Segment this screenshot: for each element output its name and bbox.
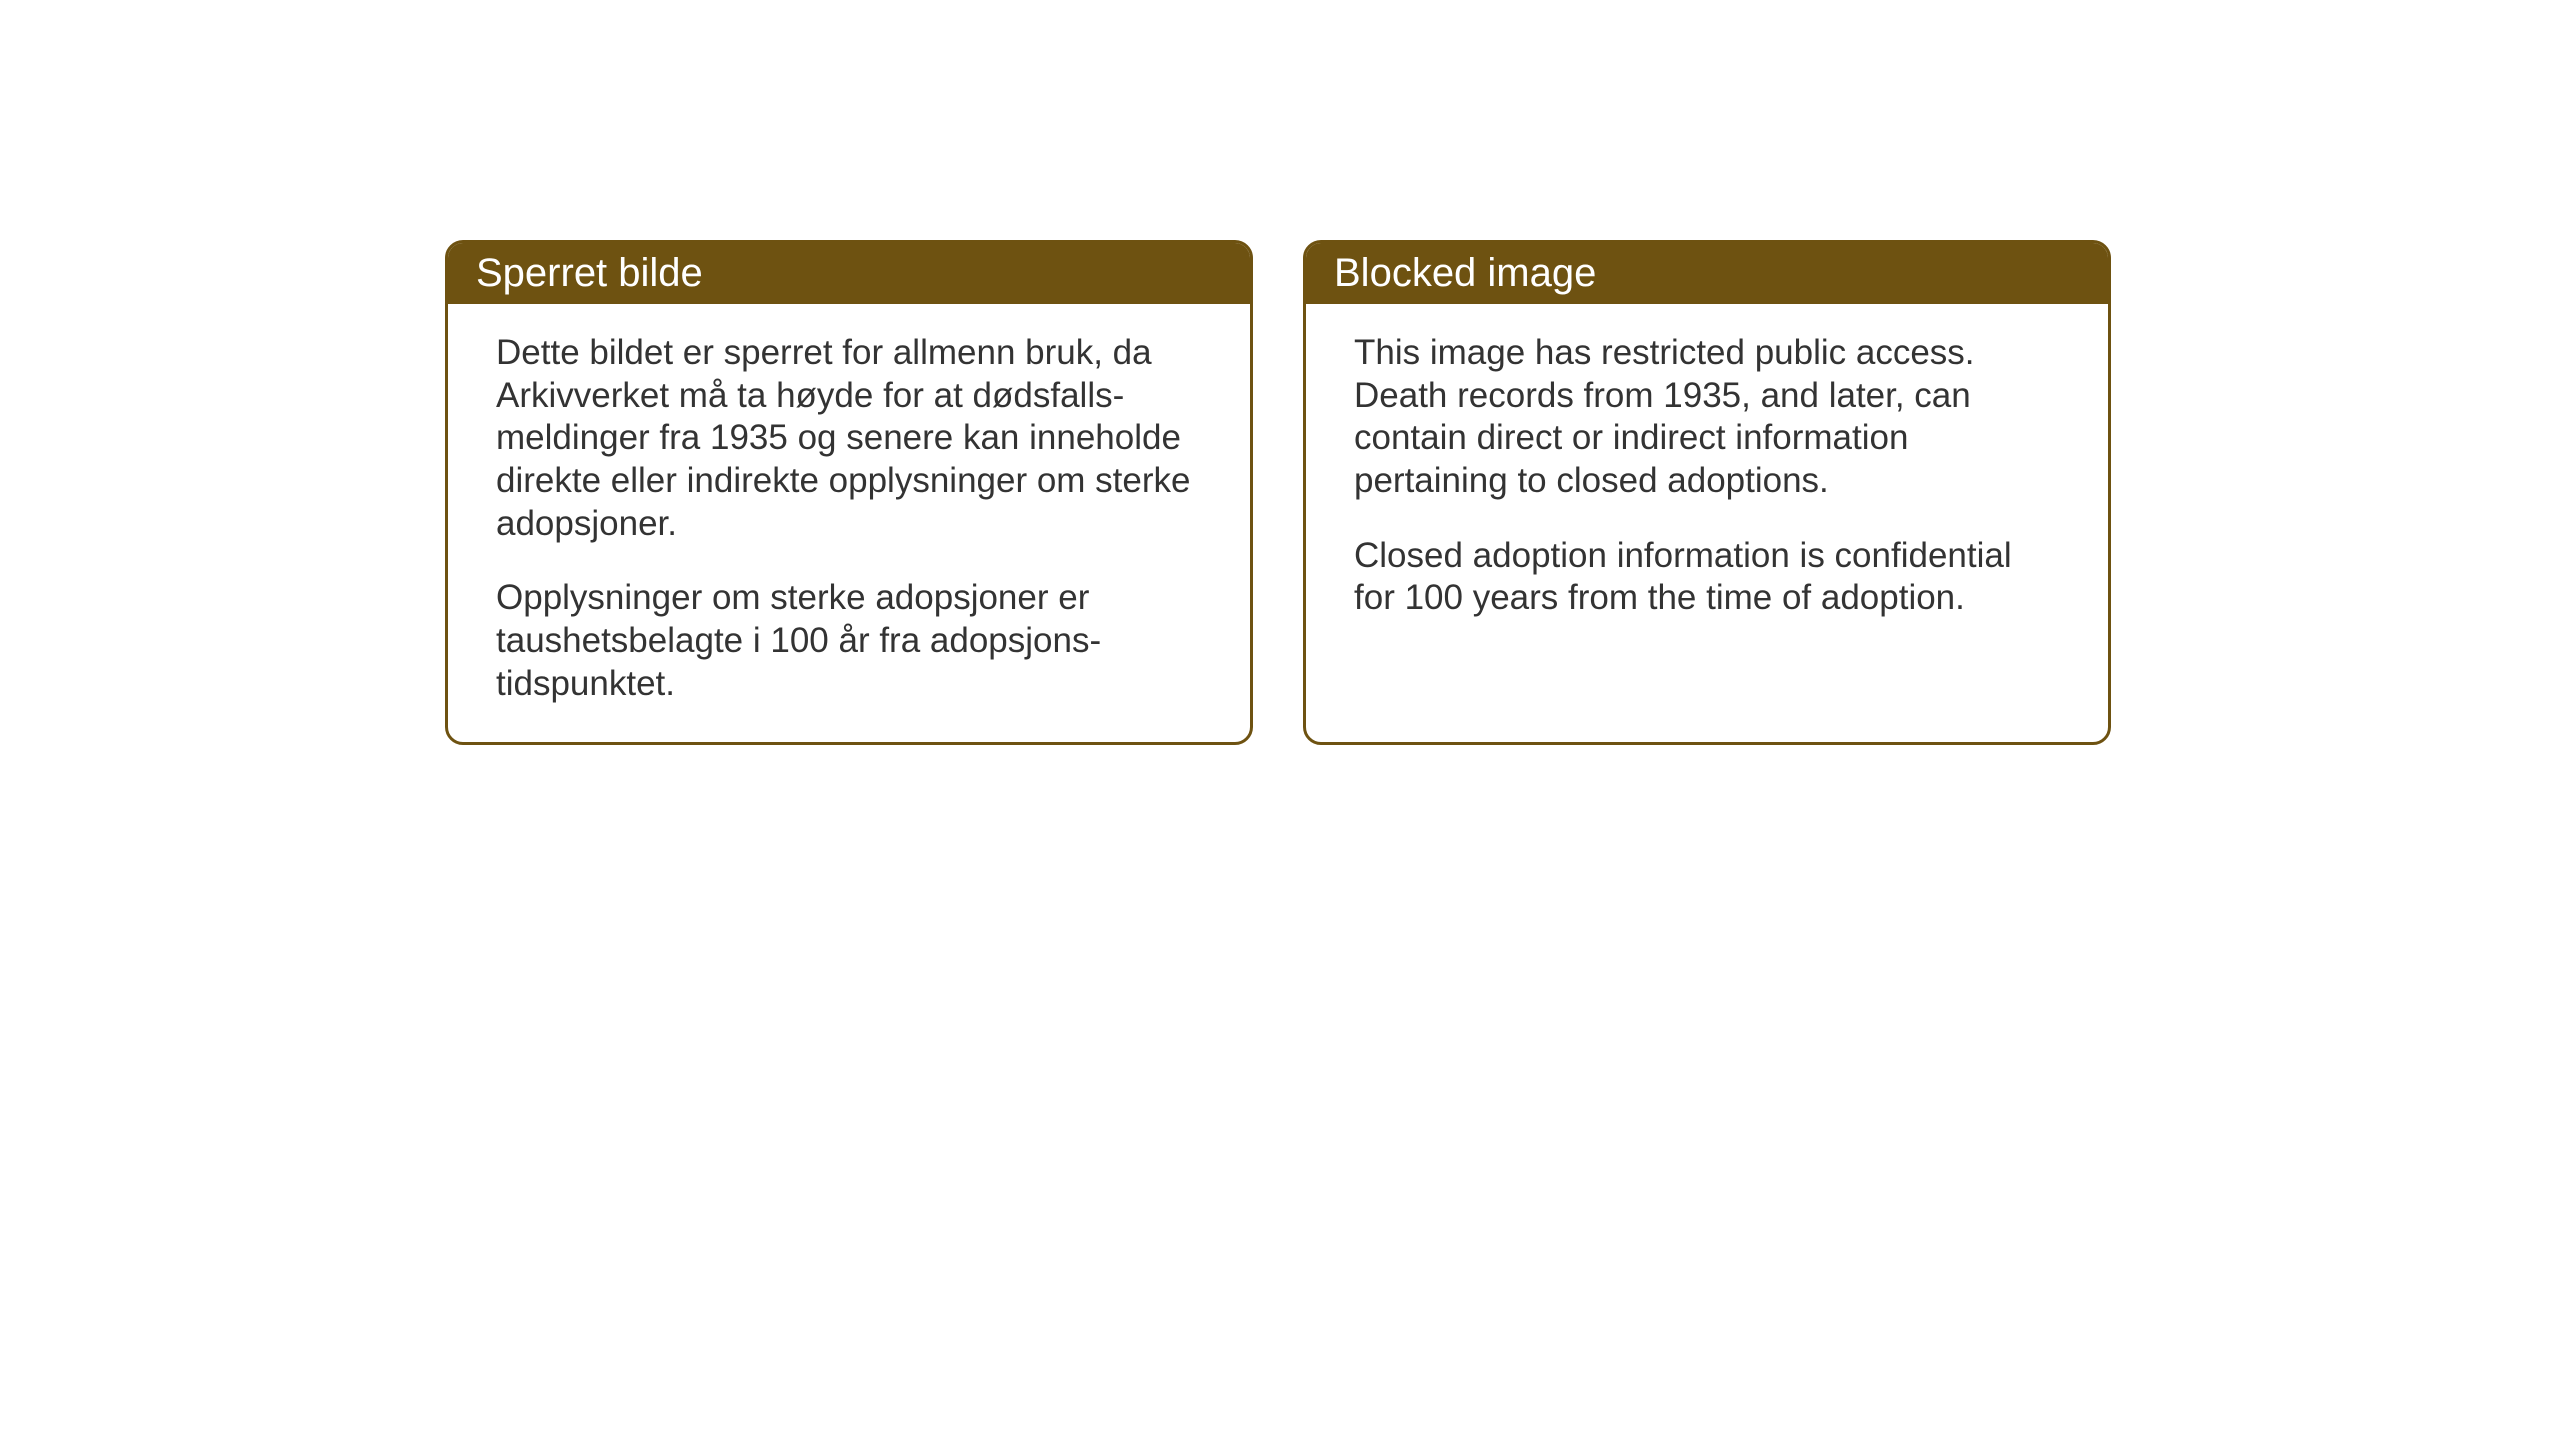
card-body-norwegian: Dette bildet er sperret for allmenn bruk… xyxy=(448,304,1250,742)
card-paragraph: This image has restricted public access.… xyxy=(1354,332,2060,503)
card-paragraph: Dette bildet er sperret for allmenn bruk… xyxy=(496,332,1202,545)
card-title: Blocked image xyxy=(1334,251,1596,295)
card-body-english: This image has restricted public access.… xyxy=(1306,304,2108,656)
notice-card-norwegian: Sperret bilde Dette bildet er sperret fo… xyxy=(445,240,1253,745)
card-header-english: Blocked image xyxy=(1306,243,2108,304)
notice-card-container: Sperret bilde Dette bildet er sperret fo… xyxy=(445,240,2111,745)
card-title: Sperret bilde xyxy=(476,251,703,295)
notice-card-english: Blocked image This image has restricted … xyxy=(1303,240,2111,745)
card-paragraph: Opplysninger om sterke adopsjoner er tau… xyxy=(496,577,1202,705)
card-header-norwegian: Sperret bilde xyxy=(448,243,1250,304)
card-paragraph: Closed adoption information is confident… xyxy=(1354,535,2060,620)
